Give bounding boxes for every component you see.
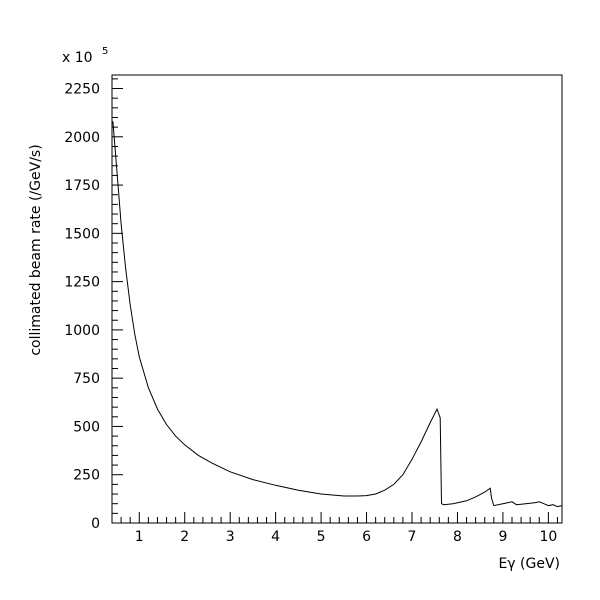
x-tick-label: 2 xyxy=(180,529,189,545)
x-axis: 1 2 3 4 5 6 7 8 9 10 xyxy=(111,512,558,545)
y-multiplier-exponent: 5 xyxy=(102,46,108,57)
y-tick-label: 250 xyxy=(73,468,100,484)
y-tick-label: 1250 xyxy=(64,275,100,291)
y-tick-label: 1750 xyxy=(64,178,100,194)
y-tick-label: 500 xyxy=(73,419,100,435)
y-axis-title: collimated beam rate (/GeV/s) xyxy=(28,144,44,355)
x-tick-label: 3 xyxy=(226,529,235,545)
y-multiplier-base: x 10 xyxy=(62,50,93,66)
x-tick-label: 7 xyxy=(408,529,417,545)
plot-frame xyxy=(111,74,563,524)
x-tick-label: 8 xyxy=(453,529,462,545)
y-tick-label: 1000 xyxy=(64,323,100,339)
x-tick-label: 6 xyxy=(362,529,371,545)
y-axis: 0 250 500 750 1000 1250 1500 1750 2000 2250 xyxy=(64,78,123,532)
x-tick-label: 9 xyxy=(498,529,507,545)
y-tick-label: 2250 xyxy=(64,82,100,98)
y-tick-label: 2000 xyxy=(64,130,100,146)
x-tick-label: 4 xyxy=(271,529,280,545)
series-line xyxy=(112,121,563,508)
y-tick-label: 750 xyxy=(73,371,100,387)
x-tick-label: 1 xyxy=(135,529,144,545)
y-tick-label: 0 xyxy=(91,516,100,532)
x-axis-title: Eγ (GeV) xyxy=(498,556,560,572)
y-tick-label: 1500 xyxy=(64,226,100,242)
x-tick-label: 5 xyxy=(317,529,326,545)
x-tick-label: 10 xyxy=(539,529,557,545)
y-multiplier: x 10 5 xyxy=(62,46,108,66)
